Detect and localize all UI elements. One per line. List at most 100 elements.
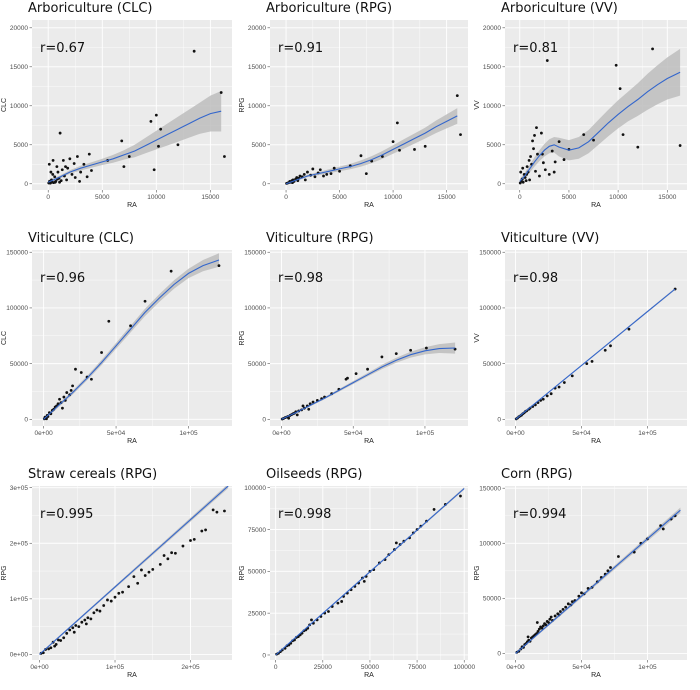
data-point: [651, 47, 654, 51]
y-tick-label: 2e+05: [10, 541, 29, 548]
data-point: [592, 138, 595, 142]
correlation-annotation: r=0.995: [40, 507, 93, 522]
y-tick-label: 10000: [248, 103, 266, 110]
data-point: [74, 624, 78, 627]
data-point: [57, 638, 60, 642]
y-tick-label: 3e+05: [10, 485, 29, 492]
chart-title: Straw cereals (RPG): [28, 467, 157, 482]
x-tick-label: 100000: [453, 664, 475, 671]
data-point: [627, 327, 631, 331]
chart-panel-1: Arboriculture (RPG) 0 5000 10000 15000 0 5000 1…: [239, 1, 468, 209]
data-point: [564, 605, 568, 609]
data-point: [107, 319, 111, 323]
data-point: [152, 168, 156, 172]
data-point: [132, 575, 136, 579]
data-point: [47, 162, 51, 166]
y-tick-label: 150000: [479, 486, 501, 493]
data-point: [72, 630, 76, 634]
data-point: [322, 174, 325, 178]
data-point: [303, 178, 307, 182]
data-point: [550, 149, 554, 153]
x-axis-label: RA: [364, 202, 374, 209]
data-point: [545, 394, 549, 398]
x-tick-label: 0e+00: [506, 430, 525, 437]
y-axis-label: RPG: [239, 565, 246, 580]
data-point: [98, 609, 102, 613]
data-point: [92, 611, 96, 615]
data-point: [49, 170, 53, 174]
y-tick-label: 15000: [10, 64, 28, 71]
data-point: [223, 509, 226, 513]
data-point: [391, 140, 395, 144]
x-tick-label: 0: [284, 194, 288, 201]
data-point: [60, 168, 64, 172]
data-point: [78, 180, 81, 183]
fit-line: [39, 486, 229, 655]
data-point: [561, 607, 565, 611]
data-point: [562, 381, 566, 384]
data-point: [215, 510, 219, 514]
y-tick-label: 20000: [483, 25, 501, 32]
y-tick-label: 15000: [248, 64, 266, 71]
data-point: [366, 367, 369, 371]
confidence-ribbon: [281, 342, 456, 421]
panel-background: [505, 250, 687, 426]
data-point: [159, 127, 163, 131]
data-point: [609, 344, 612, 348]
data-point: [192, 537, 196, 541]
x-tick-label: 15000: [438, 194, 456, 201]
x-tick-label: 5e+04: [107, 430, 126, 437]
data-point: [80, 620, 84, 624]
data-point: [169, 269, 173, 273]
data-point: [217, 264, 221, 267]
data-point: [302, 173, 306, 176]
correlation-annotation: r=0.98: [278, 271, 323, 286]
data-point: [79, 371, 83, 374]
y-axis-label: CLC: [1, 331, 8, 345]
x-tick-label: 0: [274, 664, 278, 671]
y-tick-label: 150000: [244, 250, 266, 257]
data-point: [585, 362, 589, 366]
plot-area: [42, 253, 221, 421]
y-tick-label: 50000: [248, 569, 266, 576]
y-tick-label: 5000: [252, 142, 267, 149]
panel-background: [505, 486, 687, 660]
data-point: [519, 170, 523, 174]
data-point: [541, 161, 545, 165]
fit-line: [47, 110, 222, 183]
data-point: [62, 636, 66, 640]
y-tick-label: 50000: [483, 596, 501, 603]
data-point: [529, 155, 532, 158]
y-axis-label: VV: [474, 100, 481, 110]
chart-title: Viticulture (VV): [501, 231, 599, 246]
data-point: [149, 119, 153, 123]
data-point: [120, 139, 124, 143]
data-point: [162, 554, 166, 557]
plot-area: [275, 487, 465, 656]
x-tick-label: 5000: [95, 194, 110, 201]
data-point: [536, 629, 540, 633]
data-point: [53, 180, 57, 184]
data-point: [618, 87, 622, 91]
y-tick-label: 0: [24, 181, 28, 188]
data-point: [536, 152, 539, 156]
data-point: [547, 173, 551, 176]
data-point: [58, 397, 61, 401]
chart-panel-5: Viticulture (VV) 0e+00 5e+04 1e+05 0 50000 100…: [474, 231, 687, 445]
data-point: [538, 174, 541, 178]
data-point: [56, 402, 60, 406]
y-tick-label: 0: [497, 417, 501, 424]
data-point: [90, 169, 93, 172]
plot-area: [39, 486, 229, 656]
data-point: [617, 555, 620, 558]
data-point: [61, 158, 65, 162]
data-point: [541, 397, 545, 401]
data-point: [332, 166, 336, 170]
data-point: [68, 628, 72, 632]
data-point: [127, 155, 131, 158]
data-point: [192, 49, 196, 53]
data-point: [82, 162, 86, 166]
data-point: [552, 170, 556, 174]
chart-title: Oilseeds (RPG): [266, 467, 362, 482]
data-point: [590, 359, 594, 363]
